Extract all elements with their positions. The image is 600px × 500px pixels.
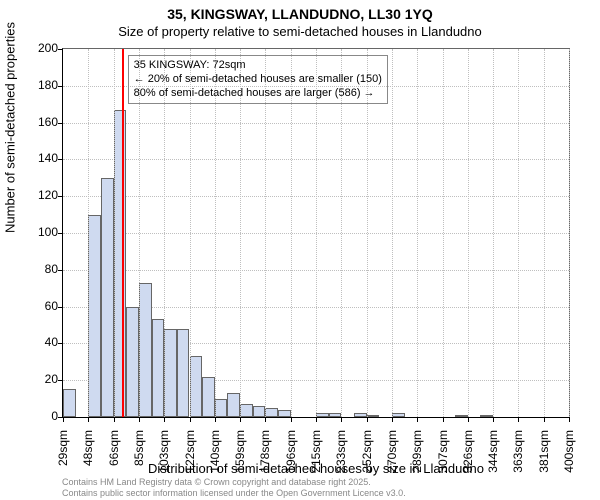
- y-axis-title: Number of semi-detached properties: [3, 22, 18, 233]
- x-tick-mark: [544, 417, 545, 422]
- annotation-line-2: ← 20% of semi-detached houses are smalle…: [134, 73, 382, 87]
- annotation-box: 35 KINGSWAY: 72sqm← 20% of semi-detached…: [128, 55, 388, 104]
- plot-area: 29sqm48sqm66sqm85sqm103sqm122sqm140sqm15…: [62, 48, 570, 418]
- x-tick-mark: [265, 417, 266, 422]
- footer-line-1: Contains HM Land Registry data © Crown c…: [62, 477, 406, 487]
- x-tick-mark: [139, 417, 140, 422]
- y-tick-mark: [58, 233, 63, 234]
- x-tick-mark: [367, 417, 368, 422]
- grid-line-v: [468, 49, 469, 417]
- grid-line-v: [518, 49, 519, 417]
- x-tick-mark: [392, 417, 393, 422]
- annotation-line-3: 80% of semi-detached houses are larger (…: [134, 87, 382, 101]
- histogram-bar: [354, 413, 367, 417]
- histogram-bar: [227, 393, 240, 417]
- grid-line-v: [493, 49, 494, 417]
- histogram-bar: [392, 413, 405, 417]
- histogram-bar: [152, 319, 165, 417]
- y-tick-label: 60: [26, 299, 58, 313]
- x-tick-mark: [468, 417, 469, 422]
- histogram-bar: [126, 307, 139, 417]
- y-tick-label: 20: [26, 372, 58, 386]
- histogram-bar: [329, 413, 342, 417]
- x-tick-mark: [569, 417, 570, 422]
- x-tick-mark: [215, 417, 216, 422]
- chart-title-sub: Size of property relative to semi-detach…: [0, 24, 600, 39]
- y-tick-label: 120: [26, 188, 58, 202]
- y-tick-mark: [58, 380, 63, 381]
- x-axis-title: Distribution of semi-detached houses by …: [62, 461, 570, 476]
- x-tick-mark: [114, 417, 115, 422]
- y-tick-label: 80: [26, 262, 58, 276]
- grid-line-v: [544, 49, 545, 417]
- y-tick-mark: [58, 307, 63, 308]
- x-tick-mark: [518, 417, 519, 422]
- x-tick-mark: [316, 417, 317, 422]
- chart-title-main: 35, KINGSWAY, LLANDUDNO, LL30 1YQ: [0, 6, 600, 22]
- x-tick-mark: [164, 417, 165, 422]
- y-tick-mark: [58, 86, 63, 87]
- x-tick-mark: [63, 417, 64, 422]
- histogram-bar: [63, 389, 76, 417]
- grid-line-v: [88, 49, 89, 417]
- histogram-bar: [455, 415, 468, 417]
- y-tick-mark: [58, 343, 63, 344]
- y-tick-label: 180: [26, 78, 58, 92]
- x-tick-mark: [417, 417, 418, 422]
- grid-line-v: [114, 49, 115, 417]
- grid-line-v: [569, 49, 570, 417]
- histogram-bar: [240, 404, 253, 417]
- histogram-bar: [177, 329, 190, 417]
- histogram-bar: [278, 410, 291, 417]
- histogram-bar: [190, 356, 203, 417]
- y-tick-mark: [58, 49, 63, 50]
- x-tick-mark: [443, 417, 444, 422]
- x-tick-mark: [291, 417, 292, 422]
- x-tick-mark: [341, 417, 342, 422]
- histogram-bar: [316, 413, 329, 417]
- x-tick-mark: [88, 417, 89, 422]
- histogram-bar: [101, 178, 114, 417]
- histogram-bar: [139, 283, 152, 417]
- histogram-bar: [88, 215, 101, 417]
- y-tick-label: 160: [26, 115, 58, 129]
- y-tick-mark: [58, 270, 63, 271]
- grid-line-v: [443, 49, 444, 417]
- histogram-bar: [202, 377, 215, 417]
- y-tick-mark: [58, 123, 63, 124]
- marker-line: [122, 49, 124, 417]
- y-tick-label: 200: [26, 41, 58, 55]
- footer-line-2: Contains public sector information licen…: [62, 488, 406, 498]
- histogram-bar: [215, 399, 228, 417]
- x-tick-mark: [190, 417, 191, 422]
- grid-line-v: [417, 49, 418, 417]
- y-tick-label: 140: [26, 151, 58, 165]
- histogram-bar: [367, 415, 380, 417]
- footer-attribution: Contains HM Land Registry data © Crown c…: [62, 477, 406, 498]
- y-tick-label: 100: [26, 225, 58, 239]
- x-tick-mark: [493, 417, 494, 422]
- y-tick-mark: [58, 196, 63, 197]
- histogram-bar: [164, 329, 177, 417]
- y-tick-label: 0: [26, 409, 58, 423]
- annotation-line-1: 35 KINGSWAY: 72sqm: [134, 59, 382, 73]
- grid-line-v: [392, 49, 393, 417]
- chart-container: 35, KINGSWAY, LLANDUDNO, LL30 1YQ Size o…: [0, 0, 600, 500]
- histogram-bar: [480, 415, 493, 417]
- y-tick-label: 40: [26, 335, 58, 349]
- histogram-bar: [265, 408, 278, 417]
- y-tick-mark: [58, 159, 63, 160]
- x-tick-mark: [240, 417, 241, 422]
- histogram-bar: [114, 110, 127, 417]
- histogram-bar: [253, 406, 266, 417]
